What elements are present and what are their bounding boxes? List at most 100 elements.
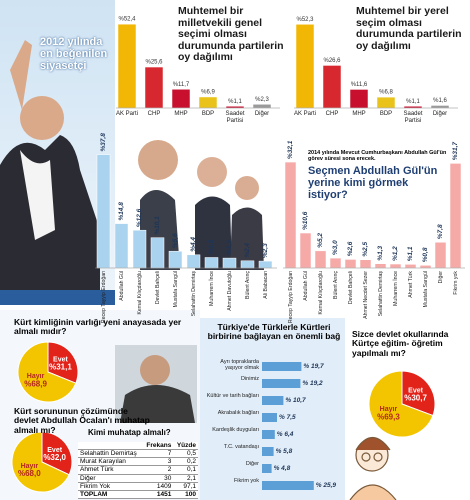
slice-label: Evet	[408, 387, 423, 394]
category-label: Mustafa Sarıgül	[173, 271, 179, 307]
table-cell: 97,1	[173, 482, 198, 491]
pie-slice	[11, 431, 70, 493]
category-label: Saadet Partisi	[225, 111, 245, 124]
category-label: Selahattin Demirtaş	[191, 271, 197, 317]
table-title: Kimi muhatap almalı?	[88, 428, 171, 437]
category-label: AK Parti	[115, 111, 138, 117]
bar	[349, 89, 369, 109]
category-label: Akrabalık bağları	[217, 410, 259, 416]
value-label: %2,5	[362, 242, 369, 257]
bar	[252, 104, 272, 109]
bar	[314, 250, 327, 269]
bar	[295, 24, 315, 109]
bar	[144, 66, 164, 109]
table-cell: Ahmet Türk	[78, 465, 143, 475]
bar	[262, 481, 314, 490]
value-label: %2,3	[255, 97, 269, 103]
value-label: %6,9	[201, 90, 215, 96]
speaker-head	[20, 96, 64, 140]
value-label: %1,2	[392, 246, 399, 261]
value-label: %1,6	[433, 98, 447, 104]
category-label: Kardeşlik duyguları	[212, 427, 259, 433]
value-label: % 4,8	[274, 465, 291, 472]
table-cell: 2	[142, 465, 174, 475]
pie-slice	[401, 370, 436, 417]
bar	[449, 163, 462, 269]
value-label: %11,6	[351, 82, 368, 88]
category-label: AK Parti	[293, 111, 316, 117]
speaker-shirt	[20, 150, 55, 240]
value-label: %52,3	[296, 17, 314, 23]
category-label: Mustafa Sarıgül	[423, 271, 429, 307]
category-label: Ahmet Necdet Sezer	[363, 271, 369, 319]
table-cell: 100	[173, 490, 198, 499]
category-label: Saadet Partisi	[403, 111, 423, 124]
value-label: %0,8	[422, 247, 429, 262]
bar	[389, 263, 402, 269]
bar	[419, 265, 432, 269]
value-label: %68,9	[24, 380, 47, 389]
bar	[262, 362, 302, 371]
bar	[114, 223, 129, 269]
category-label: BDP	[201, 111, 215, 117]
value-label: %1,3	[377, 246, 384, 261]
table-cell: 7	[142, 449, 174, 459]
value-label: %32,0	[43, 453, 66, 462]
value-label: %52,4	[118, 17, 136, 23]
category-label: CHP	[147, 111, 161, 117]
ocalan-photo	[115, 345, 197, 423]
speaker-arm	[10, 40, 32, 110]
chart-title: Muhtemel bir yerel seçim olması durumund…	[356, 5, 462, 52]
bar	[96, 154, 111, 269]
value-label: %37,8	[100, 133, 107, 152]
category-label: CHP	[325, 111, 339, 117]
value-label: %10,6	[302, 211, 309, 230]
table-cell: Diğer	[78, 474, 143, 483]
pie-slice	[41, 431, 73, 476]
bar	[262, 447, 274, 456]
value-label: %11,7	[173, 82, 190, 88]
bar	[258, 260, 273, 269]
bar	[132, 229, 147, 269]
value-label: %10,1	[154, 216, 161, 235]
category-label: Diğer	[432, 111, 448, 117]
value-label: % 19,7	[303, 363, 324, 370]
bar	[376, 96, 396, 109]
table-cell: 30	[142, 474, 174, 483]
table-corner	[78, 442, 143, 451]
bar	[374, 263, 387, 269]
value-label: %1,1	[228, 99, 242, 105]
chart-title: 2012 yılında en beğenilen siyasetçi	[40, 36, 108, 73]
panel-middle	[200, 318, 345, 500]
value-label: % 10,7	[285, 397, 306, 404]
value-label: % 19,2	[302, 380, 323, 387]
bar	[204, 257, 219, 269]
category-label: Kemal Kılıçdaroğlu	[318, 271, 324, 315]
category-label: Diğer	[254, 111, 270, 117]
bar	[262, 396, 284, 405]
bar	[262, 413, 277, 422]
value-label: %1,1	[406, 99, 420, 105]
column-header: Frekans	[142, 442, 174, 451]
chart-title: Muhtemel bir milletvekili genel seçimi o…	[178, 5, 284, 64]
category-label: Fikrim yok	[453, 271, 459, 295]
value-label: %5,2	[317, 233, 324, 248]
bar	[168, 250, 183, 269]
bar	[262, 430, 275, 439]
bar	[430, 105, 450, 109]
value-label: %31,1	[49, 363, 72, 372]
category-label: Devlet Bahçeli	[155, 271, 161, 304]
slice-label: Hayır	[380, 406, 398, 413]
photo-band	[0, 290, 115, 305]
value-label: % 7,5	[279, 414, 296, 421]
category-label: Abdullah Gül	[303, 271, 309, 301]
category-label: MHP	[352, 111, 366, 117]
value-label: %12,6	[136, 208, 143, 227]
bar	[198, 96, 218, 109]
category-label: Devlet Bahçeli	[348, 271, 354, 304]
slice-label: Evet	[53, 356, 68, 363]
value-label: % 5,8	[276, 448, 293, 455]
category-label: Muharrem İnce	[392, 271, 399, 306]
category-label: Ayrı topraklarda yaşıyor olmak	[220, 359, 259, 372]
